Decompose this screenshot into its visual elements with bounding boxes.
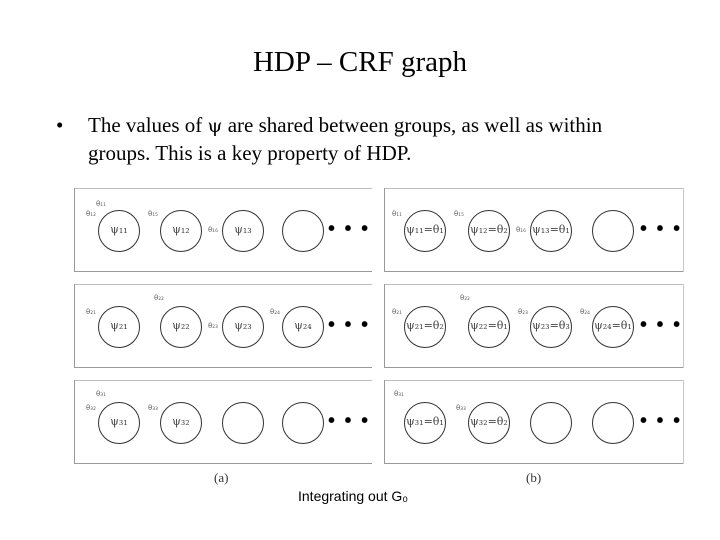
table-label: ψ₃₂ (172, 415, 190, 428)
restaurant-row-2: θ₂₁ ψ₂₁ θ₂₂ ψ₂₂ θ₂₃ ψ₂₃ θ₂₄ ψ₂₄ • • • (74, 284, 372, 368)
table-label: ψ₂₃=θ₃ (532, 319, 570, 332)
table-node-empty (282, 210, 324, 252)
customer-label: θ₂₄ (580, 308, 590, 316)
ellipsis: • • • (328, 314, 371, 336)
restaurant-row-1: θ₁₁ ψ₁₁=θ₁ θ₁₅ ψ₁₂=θ₂ θ₁₆ ψ₁₃=θ₁ • • • (384, 188, 684, 272)
table-label: ψ₁₁ (110, 223, 128, 236)
table-node: ψ₂₃ (222, 306, 264, 348)
table-node: ψ₁₂ (160, 210, 202, 252)
table-label: ψ₂₃ (234, 319, 252, 332)
customer-label: θ₃₃ (148, 404, 158, 412)
table-label: ψ₂₁ (110, 319, 128, 332)
customer-label: θ₁₁ (392, 210, 402, 218)
table-node: ψ₂₄ (282, 306, 324, 348)
customer-label: θ₂₂ (154, 294, 164, 302)
table-node: ψ₃₁ (98, 402, 140, 444)
table-node-empty (282, 402, 324, 444)
customer-label: θ₃₂ (86, 404, 96, 412)
diagram-panel-a: θ₁₁ θ₁₂ ψ₁₁ θ₁₅ ψ₁₂ θ₁₆ ψ₁₃ • • • θ₂₁ ψ₂… (74, 188, 372, 485)
customer-label: θ₂₁ (86, 308, 96, 316)
bullet-dot: • (56, 113, 64, 137)
customer-label: θ₃₁ (394, 390, 404, 398)
footer-text: Integrating out G₀ (298, 488, 409, 504)
table-node-empty (592, 402, 634, 444)
table-label: ψ₁₂ (172, 223, 190, 236)
customer-label: θ₃₁ (96, 390, 106, 398)
customer-label: θ₂₃ (208, 322, 218, 330)
table-label: ψ₁₁=θ₁ (406, 223, 444, 236)
table-node-empty (530, 402, 572, 444)
table-node: ψ₁₁ (98, 210, 140, 252)
customer-label: θ₁₆ (208, 226, 218, 234)
table-label: ψ₁₃=θ₁ (532, 223, 570, 236)
table-node: ψ₁₃=θ₁ (530, 210, 572, 252)
table-node: ψ₂₂ (160, 306, 202, 348)
customer-label: θ₂₂ (460, 294, 470, 302)
customer-label: θ₂₄ (270, 308, 280, 316)
restaurant-row-2: θ₂₁ ψ₂₁=θ₂ θ₂₂ ψ₂₂=θ₁ θ₂₃ ψ₂₃=θ₃ θ₂₄ ψ₂₄… (384, 284, 684, 368)
restaurant-row-3: θ₃₁ θ₃₂ ψ₃₁ θ₃₃ ψ₃₂ • • • (74, 380, 372, 464)
table-label: ψ₃₁=θ₁ (406, 415, 444, 428)
table-node: ψ₁₁=θ₁ (404, 210, 446, 252)
restaurant-row-1: θ₁₁ θ₁₂ ψ₁₁ θ₁₅ ψ₁₂ θ₁₆ ψ₁₃ • • • (74, 188, 372, 272)
customer-label: θ₁₅ (148, 210, 158, 218)
customer-label: θ₁₂ (86, 210, 96, 218)
table-label: ψ₃₁ (110, 415, 128, 428)
panel-caption-b: (b) (526, 470, 542, 485)
table-node: ψ₂₄=θ₁ (592, 306, 634, 348)
table-node: ψ₃₂ (160, 402, 202, 444)
slide-title: HDP – CRF graph (252, 46, 468, 78)
table-node: ψ₂₁=θ₂ (404, 306, 446, 348)
table-node: ψ₃₁=θ₁ (404, 402, 446, 444)
table-label: ψ₃₂=θ₂ (470, 415, 508, 428)
bullet-text: The values of ψ are shared between group… (88, 112, 658, 167)
ellipsis: • • • (328, 218, 371, 240)
ellipsis: • • • (640, 314, 683, 336)
ellipsis: • • • (640, 218, 683, 240)
customer-label: θ₁₁ (96, 200, 106, 208)
customer-label: θ₃₃ (456, 404, 466, 412)
restaurant-row-3: θ₃₁ ψ₃₁=θ₁ θ₃₃ ψ₃₂=θ₂ • • • (384, 380, 684, 464)
table-node: ψ₁₂=θ₂ (468, 210, 510, 252)
table-node: ψ₂₂=θ₁ (468, 306, 510, 348)
table-label: ψ₂₄=θ₁ (594, 319, 632, 332)
table-node: ψ₂₁ (98, 306, 140, 348)
customer-label: θ₂₃ (518, 308, 528, 316)
diagram-panel-b: θ₁₁ ψ₁₁=θ₁ θ₁₅ ψ₁₂=θ₂ θ₁₆ ψ₁₃=θ₁ • • • θ… (384, 188, 684, 485)
table-node-empty (222, 402, 264, 444)
ellipsis: • • • (640, 410, 683, 432)
customer-label: θ₂₁ (392, 308, 402, 316)
table-label: ψ₁₂=θ₂ (470, 223, 508, 236)
bullet-text-before: The values of (88, 113, 208, 137)
table-node-empty (592, 210, 634, 252)
table-node: ψ₁₃ (222, 210, 264, 252)
table-label: ψ₂₁=θ₂ (406, 319, 444, 332)
table-node: ψ₂₃=θ₃ (530, 306, 572, 348)
table-label: ψ₂₄ (294, 319, 312, 332)
customer-label: θ₁₅ (454, 210, 464, 218)
table-node: ψ₃₂=θ₂ (468, 402, 510, 444)
table-label: ψ₁₃ (234, 223, 252, 236)
bullet-text-after: are shared between groups, as well as wi… (88, 113, 603, 165)
psi-symbol: ψ (207, 115, 223, 137)
ellipsis: • • • (328, 410, 371, 432)
customer-label: θ₁₆ (516, 226, 526, 234)
table-label: ψ₂₂ (172, 319, 190, 332)
table-label: ψ₂₂=θ₁ (470, 319, 508, 332)
panel-caption-a: (a) (214, 470, 229, 485)
